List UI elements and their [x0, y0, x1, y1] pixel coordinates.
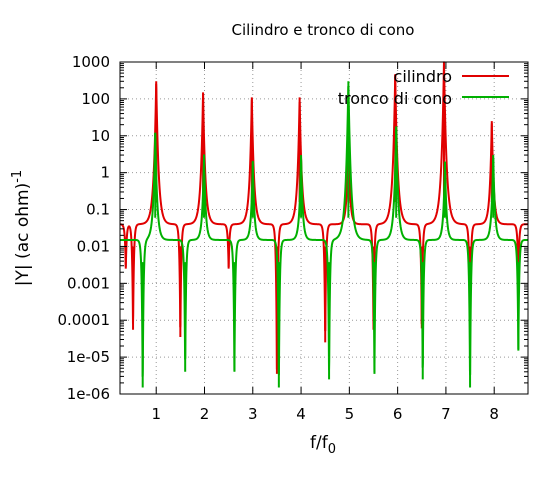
y-tick-label: 1e-05	[67, 348, 110, 366]
x-tick-label: 1	[151, 405, 161, 423]
y-tick-label: 0.01	[77, 237, 110, 255]
y-tick-label: 1000	[72, 53, 110, 71]
y-tick-labels: 1e-06 1e-05 0.0001 0.001 0.01 0.1 1 10 100 1000	[58, 53, 111, 403]
x-axis-label-sub: 0	[328, 442, 336, 457]
x-tick-label: 4	[296, 405, 306, 423]
series-line-cilindro	[119, 61, 529, 371]
series-line-tronco-di-cono	[119, 85, 529, 378]
y-axis-label-base: |Y| (ac ohm)	[13, 183, 33, 286]
y-axis-label: |Y| (ac ohm)-1	[10, 170, 33, 286]
legend-label-tronco-di-cono: tronco di cono	[338, 89, 452, 108]
x-axis-label: f/f0	[310, 433, 336, 457]
legend-label-cilindro: cilindro	[394, 67, 452, 86]
plot-frame	[119, 61, 529, 395]
x-tick-label: 2	[200, 405, 210, 423]
y-tick-label: 0.0001	[58, 311, 111, 329]
x-axis-label-base: f/f	[310, 433, 329, 453]
x-tick-label: 8	[489, 405, 499, 423]
y-tick-label: 0.001	[67, 274, 110, 292]
legend: cilindro tronco di cono	[338, 67, 509, 108]
y-axis-label-sup: -1	[10, 170, 25, 183]
y-tick-label: 1e-06	[67, 385, 110, 403]
x-tick-label: 6	[393, 405, 403, 423]
x-tick-label: 7	[441, 405, 451, 423]
x-tick-label: 3	[248, 405, 258, 423]
x-tick-labels: 1 2 3 4 5 6 7 8	[151, 405, 499, 423]
x-tick-label: 5	[345, 405, 355, 423]
y-tick-label: 0.1	[86, 201, 110, 219]
y-tick-label: 1	[100, 164, 110, 182]
ticks-layer	[120, 61, 528, 395]
y-tick-label: 100	[81, 90, 110, 108]
series-layer	[119, 61, 529, 388]
y-tick-label: 10	[91, 127, 110, 145]
chart-title: Cilindro e tronco di cono	[232, 21, 415, 39]
grid-layer	[120, 62, 528, 394]
